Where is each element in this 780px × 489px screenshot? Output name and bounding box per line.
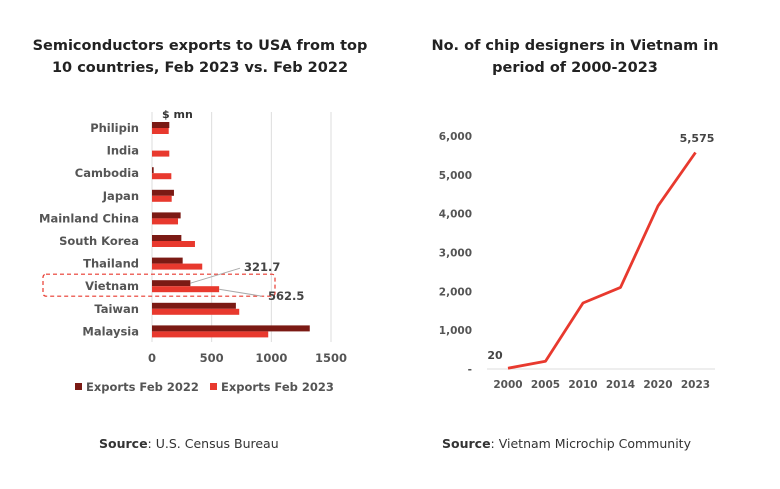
category-label: Malaysia [82, 324, 139, 338]
category-label: Cambodia [75, 166, 139, 180]
x-tick-label: 2005 [531, 379, 560, 391]
bar-2023 [152, 331, 269, 338]
bar-2022 [152, 302, 236, 309]
bar-2022 [152, 235, 182, 241]
bar-chart-source: Source: U.S. Census Bureau [99, 436, 279, 451]
bar-2023 [152, 128, 169, 134]
data-label: 321.7 [244, 260, 280, 274]
x-tick-label: 1500 [315, 351, 347, 365]
line-chart-title: No. of chip designers in Vietnam in peri… [431, 38, 719, 76]
bar-2022 [152, 122, 170, 128]
bar-2023 [152, 150, 170, 157]
leader-line [190, 267, 241, 284]
line-series [507, 151, 697, 370]
data-label: 20 [487, 349, 503, 362]
x-tick-label: 1000 [255, 351, 287, 365]
legend-swatch [75, 383, 82, 390]
legend-swatch [210, 383, 217, 390]
bar-2023 [152, 308, 240, 315]
category-label: India [107, 144, 139, 158]
bar-2022 [152, 325, 310, 332]
x-tick-label: 2023 [681, 379, 710, 391]
bar-chart-title: Semiconductors exports to USA from top 1… [32, 38, 368, 76]
y-tick-label: 2,000 [439, 286, 472, 298]
unit-label: $ mn [162, 108, 193, 121]
leader-line [219, 288, 263, 297]
bar-2022 [152, 257, 183, 264]
bar-chart: 0 500 1000 1500 $ mn Philipin India Cambodia Jap… [39, 108, 347, 394]
category-label: Vietnam [85, 279, 139, 293]
category-label: Mainland China [39, 211, 139, 225]
x-tick-label: 2010 [568, 379, 597, 391]
bar-2022 [152, 280, 191, 287]
bar-2022 [152, 167, 154, 174]
data-label: 562.5 [268, 289, 304, 303]
y-tick-label: 1,000 [439, 325, 472, 337]
category-label: Taiwan [94, 302, 139, 316]
y-tick-label: 5,000 [439, 170, 472, 182]
bar-2022 [152, 212, 181, 219]
x-tick-label: 0 [148, 351, 156, 365]
bar-2023 [152, 263, 203, 270]
bar-2023 [152, 173, 172, 180]
category-label: Japan [102, 189, 139, 203]
x-tick-label: 2000 [493, 379, 522, 391]
data-label: 5,575 [680, 132, 715, 145]
category-label: South Korea [59, 234, 139, 248]
category-label: Thailand [83, 257, 139, 271]
line-chart-source: Source: Vietnam Microchip Community [442, 436, 691, 451]
y-tick-label: - [468, 364, 472, 376]
x-tick-label: 500 [200, 351, 224, 365]
legend-label: Exports Feb 2022 [86, 380, 199, 394]
y-tick-label: 3,000 [439, 248, 472, 260]
bar-2023 [152, 218, 179, 225]
category-label: Philipin [90, 121, 139, 135]
highlight-box [42, 273, 276, 297]
y-tick-label: 6,000 [439, 131, 472, 143]
x-tick-label: 2014 [606, 379, 635, 391]
y-tick-label: 4,000 [439, 209, 472, 221]
bar-2023 [152, 195, 172, 202]
legend-label: Exports Feb 2023 [221, 380, 334, 394]
x-tick-label: 2020 [643, 379, 672, 391]
bar-2023 [152, 286, 220, 293]
bar-2022 [152, 189, 174, 196]
bar-2023 [152, 241, 195, 247]
